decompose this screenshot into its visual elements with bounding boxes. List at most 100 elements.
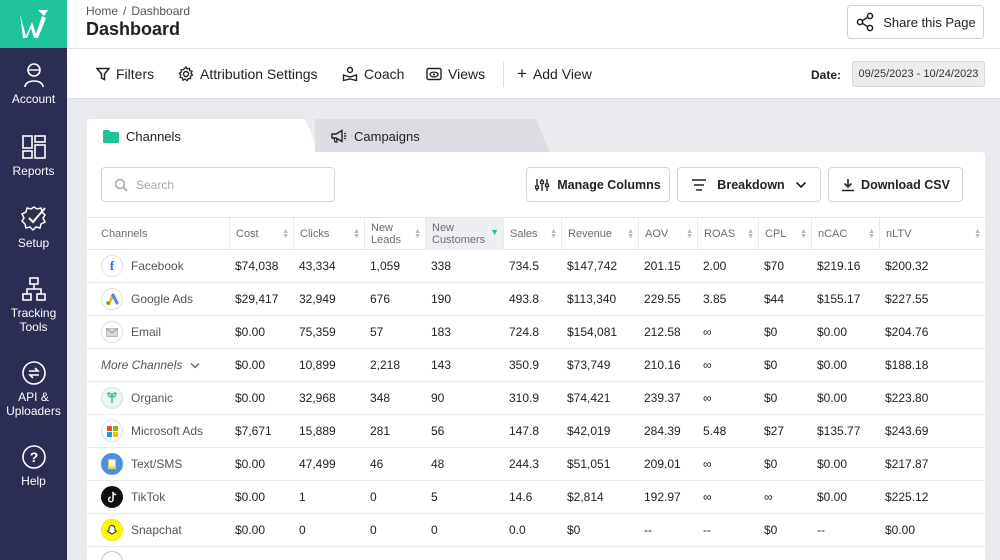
table-row[interactable]: Organic $0.00 32,968 348 90 310.9 $74,421 239.… [87, 382, 985, 415]
cell-roas: ∞ [703, 391, 712, 405]
cell-roas: ∞ [703, 325, 712, 339]
breakdown-dropdown[interactable]: Breakdown [677, 167, 821, 202]
cell-nltv: $204.76 [885, 325, 929, 339]
folder-icon [103, 129, 119, 143]
cell-cost: $0.00 [235, 358, 266, 372]
cell-clicks: 75,359 [299, 325, 336, 339]
channel-icon-partial [101, 551, 123, 560]
breakdown-lines-icon [692, 178, 707, 191]
sidebar-item-reports[interactable]: Reports [0, 134, 67, 178]
filters-label: Filters [116, 66, 155, 82]
column-header-new-leads[interactable]: New Leads ▲ ▼ [364, 218, 425, 250]
sidebar-item-account[interactable]: Account [0, 62, 67, 106]
breadcrumb-home[interactable]: Home [86, 4, 119, 18]
channel-cell[interactable]: f Facebook [87, 250, 184, 282]
column-header-aov[interactable]: AOV ▲ ▼ [638, 218, 697, 250]
cell-cpl: ∞ [764, 490, 773, 504]
cell-new-customers: 143 [431, 358, 452, 372]
sort-icon: ▲ ▼ [747, 228, 754, 240]
table-row[interactable]: f Facebook $74,038 43,334 1,059 338 734.5 $14… [87, 250, 985, 283]
filters-button[interactable]: Filters [96, 66, 154, 82]
column-header-cost[interactable]: Cost ▲ ▼ [229, 218, 293, 250]
sidebar-item-api-uploaders[interactable]: API & Uploaders [0, 360, 67, 418]
channel-cell[interactable]: Text/SMS [87, 448, 182, 480]
cell-cpl: $0 [764, 523, 778, 537]
manage-columns-button[interactable]: Manage Columns [526, 167, 670, 202]
share-icon [856, 12, 874, 32]
sidebar-item-label: Help [21, 474, 46, 488]
manage-columns-label: Manage Columns [557, 177, 661, 192]
sidebar-item-setup[interactable]: Setup [0, 204, 67, 250]
channel-cell[interactable]: Organic [87, 382, 173, 414]
column-header-clicks[interactable]: Clicks ▲ ▼ [293, 218, 364, 250]
column-header-revenue[interactable]: Revenue ▲ ▼ [561, 218, 638, 250]
brand-logo[interactable] [0, 0, 67, 48]
sidebar-item-label: Account [11, 92, 56, 106]
cell-revenue: $113,340 [567, 292, 617, 306]
cell-new-leads: 281 [370, 424, 391, 438]
cell-nltv: $200.32 [885, 259, 929, 273]
channel-cell[interactable]: Snapchat [87, 514, 182, 546]
tab-campaigns[interactable]: Campaigns [315, 119, 550, 153]
coach-button[interactable]: Coach [342, 66, 404, 82]
channel-cell[interactable]: Microsoft Ads [87, 415, 203, 447]
sidebar-item-label: Setup [17, 236, 50, 250]
cell-aov: 210.16 [644, 358, 681, 372]
add-view-button[interactable]: + Add View [517, 64, 592, 83]
column-header-roas[interactable]: ROAS ▲ ▼ [697, 218, 758, 250]
channel-cell[interactable]: TikTok [87, 481, 165, 513]
column-header-ncac[interactable]: nCAC ▲ ▼ [811, 218, 879, 250]
more-channels-toggle[interactable]: More Channels [87, 349, 200, 381]
cell-new-customers: 5 [431, 490, 438, 504]
table-row[interactable]: Email $0.00 75,359 57 183 724.8 $154,081 212.5… [87, 316, 985, 349]
views-button[interactable]: Views [426, 66, 485, 82]
cell-cpl: $0 [764, 325, 778, 339]
table-row[interactable]: More Channels $0.00 10,899 2,218 143 350.9 $7… [87, 349, 985, 382]
column-header-channels[interactable]: Channels [101, 228, 148, 240]
cell-ncac: $219.16 [817, 259, 861, 273]
cell-roas: 3.85 [703, 292, 727, 306]
channel-cell[interactable]: Email [87, 316, 161, 348]
table-row[interactable]: Snapchat $0.00 0 0 0 0.0 $0 -- -- $0 -- $0.00 [87, 514, 985, 547]
share-page-button[interactable]: Share this Page [847, 5, 984, 39]
page-title: Dashboard [86, 19, 181, 39]
cell-clicks: 47,499 [299, 457, 336, 471]
cell-nltv: $227.55 [885, 292, 929, 306]
tab-label: Campaigns [354, 128, 420, 144]
download-csv-button[interactable]: Download CSV [828, 167, 963, 202]
tab-channels[interactable]: Channels [87, 119, 319, 153]
tracking-tools-icon [21, 277, 46, 301]
table-row[interactable]: Google Ads $29,417 32,949 676 190 493.8 $113,… [87, 283, 985, 316]
attribution-settings-button[interactable]: Attribution Settings [178, 66, 318, 82]
plus-icon: + [517, 64, 527, 83]
cell-cpl: $0 [764, 358, 778, 372]
cell-clicks: 32,968 [299, 391, 336, 405]
search-box[interactable] [101, 167, 335, 202]
facebook-icon: f [101, 255, 123, 277]
sidebar-item-tracking-tools[interactable]: Tracking Tools [0, 276, 67, 334]
breadcrumb: Home / Dashboard [86, 4, 190, 18]
cell-ncac: $0.00 [817, 391, 848, 405]
cell-new-leads: 0 [370, 490, 377, 504]
cell-new-leads: 2,218 [370, 358, 401, 372]
channel-cell[interactable]: Google Ads [87, 283, 193, 315]
column-header-nltv[interactable]: nLTV ▲ ▼ [879, 218, 985, 250]
cell-aov: 201.15 [644, 259, 681, 273]
cell-revenue: $154,081 [567, 325, 618, 339]
breadcrumb-current: Dashboard [131, 4, 191, 18]
table-row[interactable]: Text/SMS $0.00 47,499 46 48 244.3 $51,051 209.… [87, 448, 985, 481]
sidebar-item-help[interactable]: ? Help [0, 444, 67, 488]
cell-revenue: $147,742 [567, 259, 618, 273]
tiktok-icon [101, 486, 123, 508]
date-range-picker[interactable]: 09/25/2023 - 10/24/2023 [852, 61, 985, 87]
column-header-new-customers[interactable]: New Customers ▼ [425, 218, 503, 250]
table-row[interactable]: TikTok $0.00 1 0 5 14.6 $2,814 192.97 ∞ ∞ $0.00 $2… [87, 481, 985, 514]
column-header-cpl[interactable]: CPL ▲ ▼ [758, 218, 811, 250]
sidebar-item-label: API & Uploaders [6, 390, 61, 418]
channels-panel: Manage Columns Breakdown Download CSV Ch… [87, 152, 985, 560]
column-header-sales[interactable]: Sales ▲ ▼ [503, 218, 561, 250]
cell-nltv: $0.00 [885, 523, 916, 537]
search-input[interactable] [136, 177, 316, 192]
cell-nltv: $223.80 [885, 391, 929, 405]
table-row[interactable]: Microsoft Ads $7,671 15,889 281 56 147.8 $42,… [87, 415, 985, 448]
